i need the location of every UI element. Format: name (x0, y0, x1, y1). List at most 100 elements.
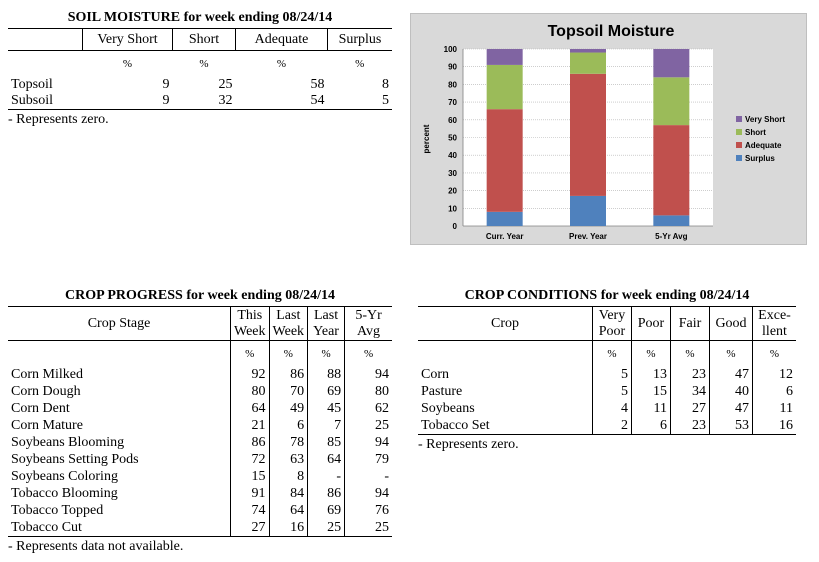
progress-col-stage: Crop Stage (87, 315, 151, 331)
cell: 6 (268, 417, 308, 435)
cell: 16 (752, 417, 796, 435)
bar-segment-surplus (570, 195, 606, 226)
row-label: Topsoil (11, 76, 53, 92)
y-tick-label: 50 (448, 134, 457, 143)
soil-moisture-table: Very Short Short Adequate Surplus % % % … (8, 28, 392, 110)
row-label: Subsoil (11, 92, 54, 108)
soil-col-short: Short (172, 28, 236, 51)
soil-col-very-short: Very Short (82, 28, 173, 51)
row-label: Tobacco Set (421, 417, 490, 433)
soil-header-blank (8, 29, 83, 51)
crop-conditions-table: Crop Very Poor Poor Fair Good Exce-llent … (418, 306, 796, 435)
legend-label: Very Short (745, 115, 785, 124)
cell: 62 (344, 400, 392, 418)
cell: 45 (307, 400, 345, 418)
cell: 70 (268, 383, 308, 401)
soil-moisture-title: SOIL MOISTURE for week ending 08/24/14 (67, 10, 333, 25)
cell: 74 (230, 502, 270, 520)
table-row: Tobacco Blooming 91 84 86 94 (8, 485, 392, 503)
progress-pct: % (230, 340, 270, 367)
soil-pct-row: % % % % (8, 51, 392, 77)
crop-conditions-title: CROP CONDITIONS for week ending 08/24/14 (464, 288, 750, 303)
table-row: Topsoil 9 25 58 8 (8, 77, 392, 93)
pct-blank (418, 341, 593, 367)
bar-segment-adequate (486, 109, 523, 212)
crop-conditions-section: CROP CONDITIONS for week ending 08/24/14… (418, 288, 796, 453)
conditions-pct: % (670, 340, 710, 367)
bar-segment-short (653, 77, 690, 126)
y-tick-label: 70 (448, 98, 457, 107)
cell: 15 (631, 383, 671, 401)
cell: 94 (344, 434, 392, 452)
table-row: Corn Mature 21 6 7 25 (8, 417, 392, 435)
y-tick-label: 20 (448, 187, 457, 196)
legend-swatch (736, 142, 742, 148)
cell: 85 (307, 434, 345, 452)
cell: 86 (230, 434, 270, 452)
soil-pct: % (276, 57, 287, 70)
conditions-pct-row: % % % % % (418, 340, 796, 367)
cell: 69 (307, 383, 345, 401)
conditions-body: Corn 5 13 23 47 12 Pasture 5 15 34 40 6 Soybeans 4 11 2… (418, 366, 796, 435)
x-tick-label: Prev. Year (569, 232, 607, 241)
header-line: Last (314, 307, 339, 323)
soil-col-adequate: Adequate (235, 28, 328, 51)
cell: 79 (344, 451, 392, 469)
y-tick-label: 0 (453, 222, 458, 231)
cell: 84 (268, 485, 308, 503)
progress-col-last-week: Last Week (268, 306, 308, 341)
cell: 58 (310, 76, 325, 92)
cell: 11 (752, 400, 796, 418)
y-tick-label: 60 (448, 116, 457, 125)
cell: 72 (230, 451, 270, 469)
cell: 92 (230, 366, 270, 384)
chart-title: Topsoil Moisture (548, 23, 675, 40)
conditions-pct: % (592, 340, 632, 367)
cell: 86 (268, 366, 308, 384)
cell: 80 (230, 383, 270, 401)
y-tick-label: 100 (444, 45, 458, 54)
cell: 12 (752, 366, 796, 384)
progress-body: Corn Milked 92 86 88 94 Corn Dough 80 70 69 80 Cor… (8, 366, 392, 537)
y-tick-label: 90 (448, 63, 457, 72)
cell: 16 (268, 519, 308, 537)
row-label: Corn Milked (11, 367, 83, 382)
progress-pct: % (307, 340, 345, 367)
progress-pct: % (344, 340, 392, 367)
table-row: Soybeans Blooming 86 78 85 94 (8, 434, 392, 452)
crop-progress-title: CROP PROGRESS for week ending 08/24/14 (64, 288, 336, 303)
row-label: Tobacco Blooming (11, 486, 118, 501)
header-line: This (237, 307, 263, 323)
cell: 27 (230, 519, 270, 537)
y-tick-label: 80 (448, 80, 457, 89)
cell: 78 (268, 434, 308, 452)
legend-label: Adequate (745, 141, 782, 150)
cell: 53 (709, 417, 753, 435)
table-row: Corn 5 13 23 47 12 (418, 366, 796, 384)
soil-col-surplus: Surplus (327, 28, 392, 51)
bar-segment-adequate (570, 73, 606, 196)
legend-swatch (736, 129, 742, 135)
row-label: Tobacco Topped (11, 503, 104, 518)
bar-segment-very-short (570, 49, 606, 53)
progress-col-last-year: Last Year (307, 306, 345, 341)
cell: 6 (752, 383, 796, 401)
header-line: llent (762, 323, 787, 339)
table-row: Tobacco Set 2 6 23 53 16 (418, 417, 796, 435)
cell: 64 (230, 400, 270, 418)
cell: 25 (218, 76, 233, 92)
row-label: Corn Mature (11, 418, 83, 433)
cell: 25 (344, 519, 392, 537)
row-label: Soybeans Coloring (11, 469, 118, 484)
soil-pct-blank (8, 51, 83, 77)
legend-label: Short (745, 128, 766, 137)
cell: 25 (344, 417, 392, 435)
header-line: Avg (356, 323, 381, 339)
conditions-col-poor: Poor (631, 306, 671, 341)
progress-col-5yr-avg: 5-Yr Avg (344, 306, 392, 341)
cell: 23 (670, 417, 710, 435)
cell: 9 (162, 76, 170, 92)
cell: 27 (670, 400, 710, 418)
row-label: Soybeans Blooming (11, 435, 125, 450)
cell: - (307, 468, 345, 486)
